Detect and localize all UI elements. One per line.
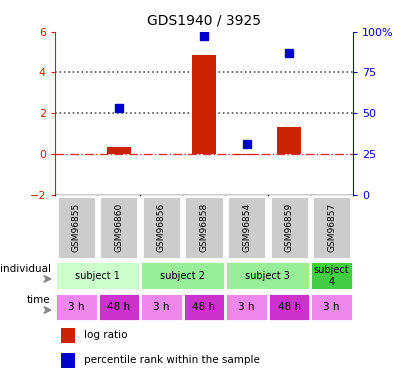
Text: GSM96859: GSM96859 (285, 203, 294, 252)
Text: subject 3: subject 3 (245, 271, 290, 281)
Text: individual: individual (0, 264, 51, 274)
Text: 3 h: 3 h (68, 302, 84, 312)
Text: percentile rank within the sample: percentile rank within the sample (84, 356, 259, 366)
Bar (140, 261, 225, 290)
Bar (225, 261, 310, 290)
Bar (57, 196, 96, 259)
Bar (277, 128, 301, 154)
Text: subject 1: subject 1 (75, 271, 120, 281)
Text: GSM96856: GSM96856 (157, 203, 166, 252)
Text: GSM96860: GSM96860 (114, 203, 123, 252)
Text: subject
4: subject 4 (314, 265, 350, 286)
Text: GSM96858: GSM96858 (200, 203, 208, 252)
Bar (98, 292, 140, 321)
Bar (140, 292, 183, 321)
Text: 48 h: 48 h (193, 302, 215, 312)
Bar (312, 196, 351, 259)
Text: 48 h: 48 h (277, 302, 301, 312)
Bar (270, 196, 309, 259)
Bar (55, 261, 140, 290)
Title: GDS1940 / 3925: GDS1940 / 3925 (147, 13, 261, 27)
Bar (99, 196, 138, 259)
Text: time: time (27, 295, 51, 305)
Bar (107, 147, 131, 154)
Bar (227, 196, 266, 259)
Bar (310, 292, 353, 321)
Text: GSM96854: GSM96854 (242, 203, 251, 252)
Text: 48 h: 48 h (107, 302, 131, 312)
Bar (225, 292, 268, 321)
Text: log ratio: log ratio (84, 330, 127, 340)
Text: 3 h: 3 h (324, 302, 340, 312)
Bar (55, 292, 98, 321)
Text: 3 h: 3 h (153, 302, 170, 312)
Text: 3 h: 3 h (238, 302, 255, 312)
Bar (61, 353, 75, 368)
Bar (184, 196, 224, 259)
Bar (192, 55, 216, 154)
Bar (61, 328, 75, 343)
Bar (310, 261, 353, 290)
Bar (235, 154, 258, 155)
Bar (183, 292, 225, 321)
Text: GSM96855: GSM96855 (72, 203, 81, 252)
Bar (142, 196, 181, 259)
Text: GSM96857: GSM96857 (327, 203, 336, 252)
Text: subject 2: subject 2 (160, 271, 205, 281)
Bar (268, 292, 310, 321)
